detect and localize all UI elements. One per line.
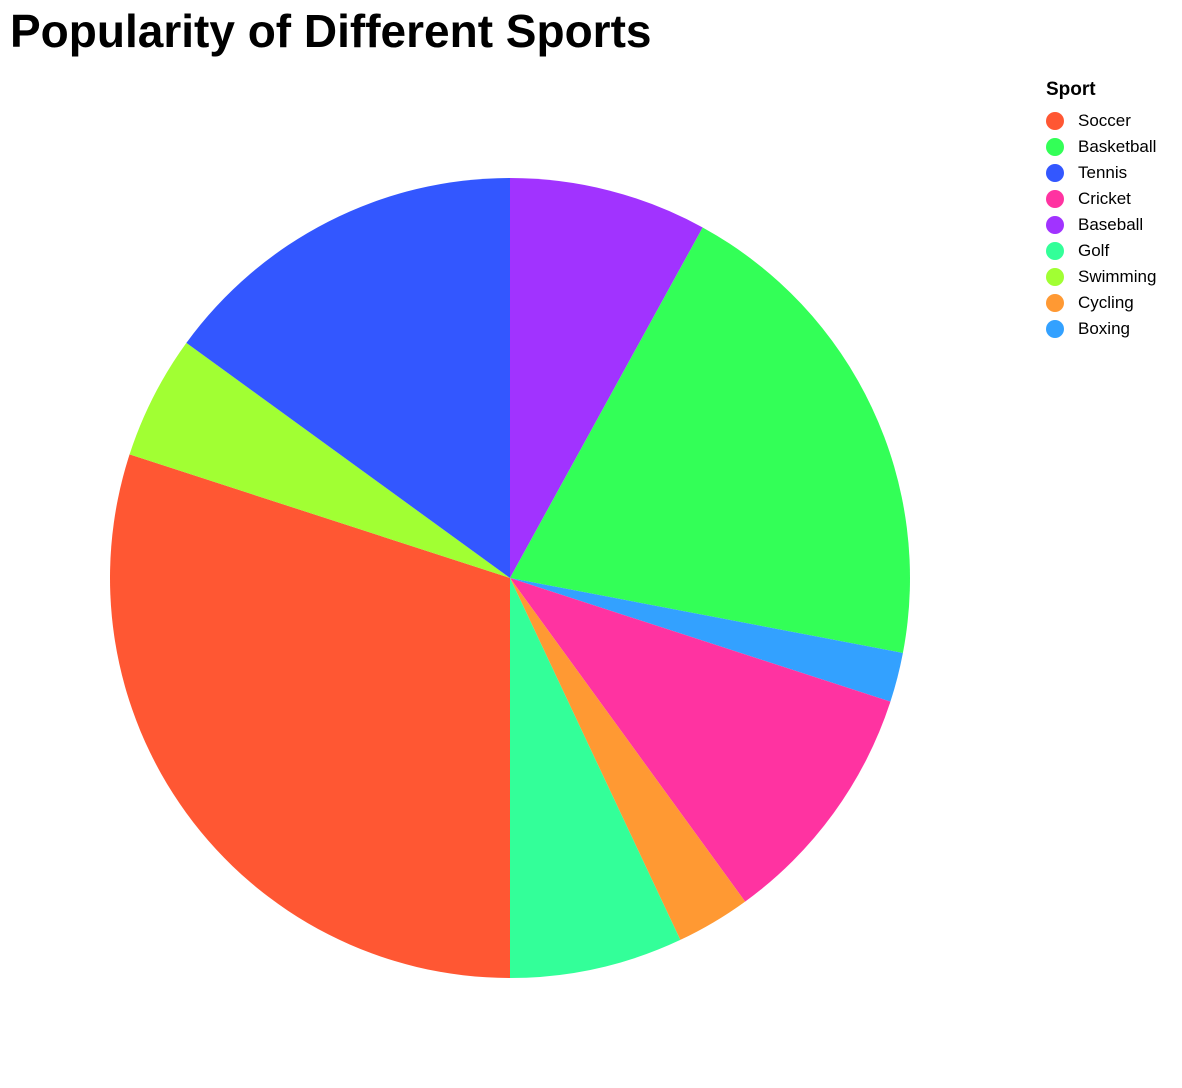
legend-swatch-icon [1046,268,1064,286]
pie-slice-swimming [129,342,510,578]
legend-label: Tennis [1078,163,1128,182]
legend-label: Golf [1078,241,1110,260]
pie-slice-soccer [110,454,510,978]
legend-item-soccer: Soccer [1046,108,1156,134]
legend-swatch-icon [1046,216,1064,234]
legend-label: Baseball [1078,215,1144,234]
legend-item-baseball: Baseball [1046,212,1156,238]
pie-slice-tennis [186,178,510,578]
legend-swatch-icon [1046,242,1064,260]
legend-label: Boxing [1078,319,1130,338]
legend-label: Swimming [1078,267,1157,286]
legend-item-boxing: Boxing [1046,316,1156,342]
legend-label: Basketball [1078,137,1157,156]
legend-swatch-icon [1046,294,1064,312]
legend-label: Cycling [1078,293,1134,312]
legend-item-cycling: Cycling [1046,290,1156,316]
pie-slice-cricket [510,578,891,902]
legend-label: Soccer [1078,111,1131,130]
legend-swatch-icon [1046,112,1064,130]
pie-slice-baseball [510,178,703,578]
legend-item-basketball: Basketball [1046,134,1156,160]
chart-title: Popularity of Different Sports [10,5,652,57]
legend-swatch-icon [1046,320,1064,338]
legend-items: Soccer Basketball Tennis Cricket Baseball Gol… [1046,108,1156,342]
legend-item-cricket: Cricket [1046,186,1156,212]
legend-item-tennis: Tennis [1046,160,1156,186]
legend-swatch-icon [1046,190,1064,208]
legend-label: Cricket [1078,189,1131,208]
pie-slice-boxing [510,578,903,702]
legend-title: Sport [1046,79,1096,100]
pie-slice-basketball [510,227,910,653]
legend-swatch-icon [1046,138,1064,156]
legend: Sport Soccer Basketball Tennis Cricket Baseb… [1046,78,1156,342]
legend-item-swimming: Swimming [1046,264,1156,290]
pie-slice-cycling [510,578,746,940]
legend-item-golf: Golf [1046,238,1156,264]
legend-swatch-icon [1046,164,1064,182]
pie-slice-golf [510,578,681,978]
